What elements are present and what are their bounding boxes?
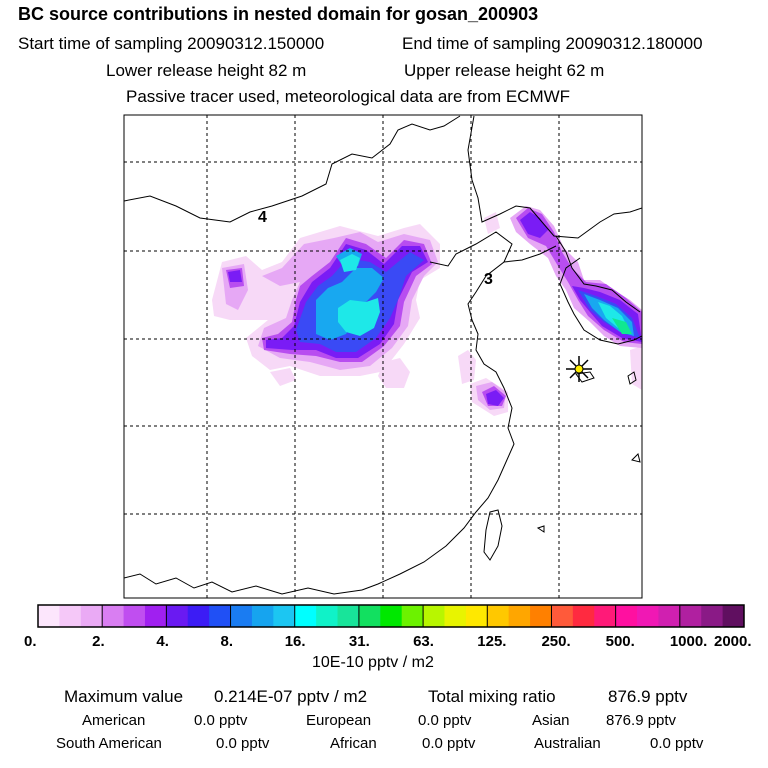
colorbar-cell	[722, 605, 745, 627]
region-name-african: African	[330, 735, 377, 752]
japan-islands	[536, 371, 641, 533]
receptor-star-icon	[566, 356, 592, 382]
colorbar-cell	[401, 605, 424, 627]
region-value-african: 0.0 pptv	[422, 735, 476, 752]
coastlines-and-borders	[124, 115, 642, 595]
colorbar-cell	[615, 605, 638, 627]
colorbar-cell	[551, 605, 574, 627]
start-time-label: Start time of sampling 20090312.150000	[18, 34, 325, 53]
colorbar-cell	[465, 605, 488, 627]
taiwan-island	[483, 509, 503, 561]
region-value-european: 0.0 pptv	[418, 712, 472, 729]
mongolia-border	[124, 115, 461, 223]
colorbar-cell	[59, 605, 82, 627]
colorbar-cell	[294, 605, 317, 627]
colorbar-frame	[37, 604, 745, 628]
colorbar-tick-label: 31.	[349, 633, 370, 650]
colorbar-cell	[316, 605, 339, 627]
colorbar-tick-label: 4.	[156, 633, 169, 650]
colorbar-cell	[166, 605, 189, 627]
colorbar-cell	[444, 605, 467, 627]
colorbar-tick-labels: 0. 2. 4. 8. 16. 31. 63. 125. 250. 500. 1000. 2000.	[24, 605, 752, 650]
region-value-australian: 0.0 pptv	[650, 735, 704, 752]
colorbar-tick-label: 500.	[606, 633, 635, 650]
colorbar-tick-label: 0.	[24, 633, 37, 650]
colorbar-cell	[679, 605, 702, 627]
colorbar-tick-label: 2000.	[714, 633, 752, 650]
northeast-china-border	[467, 115, 642, 239]
region-value-american: 0.0 pptv	[194, 712, 248, 729]
region-name-south-american: South American	[56, 735, 162, 752]
end-time-label: End time of sampling 20090312.180000	[402, 34, 703, 53]
colorbar-cell	[123, 605, 146, 627]
plume-level-8	[612, 318, 632, 334]
max-value: 0.214E-07 pptv / m2	[214, 687, 368, 706]
region-name-european: European	[306, 712, 372, 729]
colorbar-cell	[637, 605, 659, 627]
region-name-american: American	[82, 712, 146, 729]
upper-release-height-label: Upper release height 62 m	[404, 61, 605, 80]
region-label-4: 4	[258, 209, 267, 226]
region-name-asian: Asian	[532, 712, 570, 729]
lower-release-height-label: Lower release height 82 m	[106, 61, 307, 80]
region-value-south-american: 0.0 pptv	[216, 735, 270, 752]
colorbar-cell	[209, 605, 232, 627]
colorbar-cell	[144, 605, 167, 627]
max-value-label: Maximum value	[64, 687, 184, 706]
southwest-border	[124, 573, 363, 595]
colorbar-cells	[38, 605, 745, 627]
colorbar-cell	[572, 605, 595, 627]
colorbar-tick-label: 16.	[285, 633, 306, 650]
colorbar-tick-label: 125.	[477, 633, 506, 650]
region-value-asian: 876.9 pptv	[606, 712, 677, 729]
colorbar-unit-label: 10E-10 pptv / m2	[312, 654, 434, 671]
colorbar-cell	[594, 605, 617, 627]
colorbar-tick-label: 8.	[221, 633, 234, 650]
map-frame	[123, 114, 643, 599]
colorbar-cell	[487, 605, 510, 627]
colorbar-cell	[423, 605, 445, 627]
total-mixing-ratio-value: 876.9 pptv	[608, 687, 688, 706]
colorbar-cell	[230, 605, 253, 627]
colorbar-cell	[508, 605, 531, 627]
region-label-3: 3	[484, 271, 493, 288]
colorbar-cell	[701, 605, 724, 627]
colorbar-cell	[380, 605, 403, 627]
korea-coast	[555, 235, 642, 345]
colorbar-cell	[251, 605, 274, 627]
colorbar-cell	[273, 605, 296, 627]
colorbar-tick-label: 63.	[413, 633, 434, 650]
colorbar-cell	[658, 605, 681, 627]
china-coast	[361, 231, 515, 591]
liaodong-coast	[503, 245, 557, 263]
colorbar-tick-label: 1000.	[670, 633, 708, 650]
region-name-australian: Australian	[534, 735, 601, 752]
colorbar-cell	[337, 605, 360, 627]
colorbar-cell	[102, 605, 125, 627]
colorbar-cell	[358, 605, 381, 627]
colorbar-tick-label: 2.	[92, 633, 105, 650]
colorbar-cell	[187, 605, 210, 627]
jeju-island	[575, 371, 595, 383]
tracer-note: Passive tracer used, meteorological data…	[126, 87, 571, 106]
plume-level-7	[338, 254, 628, 336]
colorbar-cell	[530, 605, 552, 627]
total-mixing-ratio-label: Total mixing ratio	[428, 687, 556, 706]
colorbar-cell	[80, 605, 103, 627]
colorbar-cell	[38, 605, 60, 627]
lat-lon-grid	[124, 115, 642, 598]
figure-title: BC source contributions in nested domain…	[18, 4, 539, 24]
colorbar-tick-label: 250.	[541, 633, 570, 650]
